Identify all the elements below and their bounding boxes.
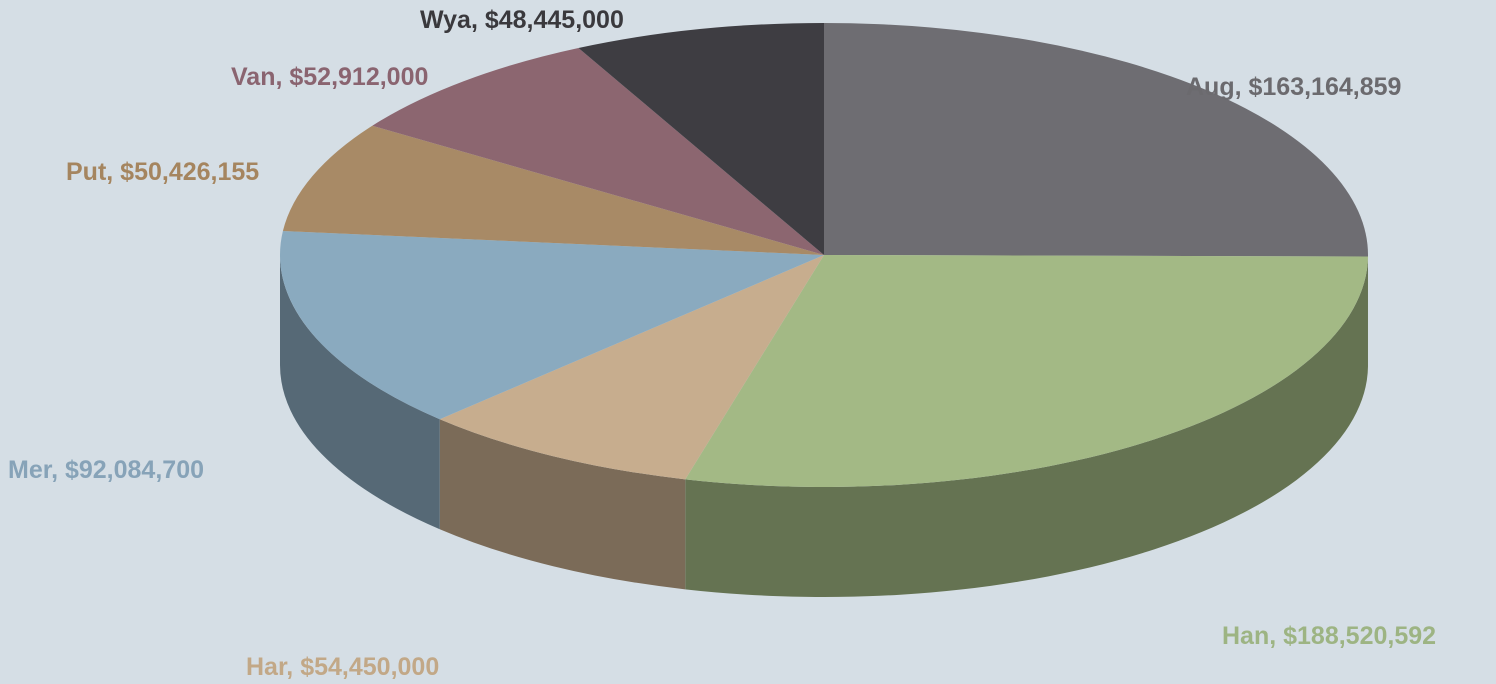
pie-side-mer: [280, 255, 440, 530]
data-label-aug: Aug, $163,164,859: [1186, 73, 1401, 101]
pie-side-har: [439, 419, 686, 590]
pie-slice-put: [282, 125, 824, 255]
pie-tops: [279, 23, 1368, 488]
data-label-mer: Mer, $92,084,700: [8, 456, 204, 484]
pie-side-han: [685, 256, 1368, 597]
pie-slice-aug: [824, 23, 1368, 257]
pie-slice-wya: [578, 23, 824, 255]
data-labels: Aug, $163,164,859 Han, $188,520,592 Har, $…: [8, 6, 1436, 681]
data-label-wya: Wya, $48,445,000: [420, 6, 624, 34]
pie-slice-mer: [279, 231, 824, 420]
data-label-han: Han, $188,520,592: [1222, 622, 1436, 650]
data-label-har: Har, $54,450,000: [246, 653, 439, 681]
pie-slice-van: [372, 47, 824, 255]
data-label-van: Van, $52,912,000: [231, 63, 428, 91]
pie-slice-har: [439, 255, 824, 480]
pie-slice-han: [685, 255, 1368, 488]
pie-sides: [280, 255, 1368, 597]
data-label-put: Put, $50,426,155: [66, 158, 259, 186]
